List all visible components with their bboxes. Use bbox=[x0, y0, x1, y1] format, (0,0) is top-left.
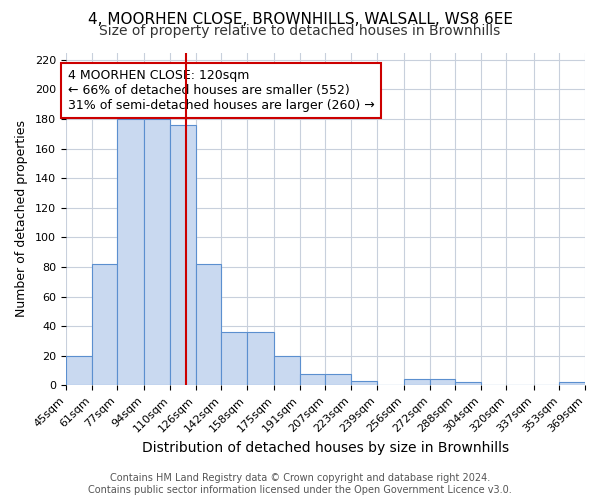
Text: Contains HM Land Registry data © Crown copyright and database right 2024.
Contai: Contains HM Land Registry data © Crown c… bbox=[88, 474, 512, 495]
Bar bbox=[170, 125, 196, 386]
Bar bbox=[455, 382, 481, 386]
Bar bbox=[92, 264, 117, 386]
Y-axis label: Number of detached properties: Number of detached properties bbox=[15, 120, 28, 318]
Text: 4, MOORHEN CLOSE, BROWNHILLS, WALSALL, WS8 6EE: 4, MOORHEN CLOSE, BROWNHILLS, WALSALL, W… bbox=[88, 12, 512, 28]
Bar bbox=[404, 380, 430, 386]
Bar bbox=[66, 356, 92, 386]
Bar bbox=[196, 264, 221, 386]
Bar bbox=[351, 381, 377, 386]
Bar bbox=[145, 119, 170, 386]
Bar bbox=[559, 382, 585, 386]
Bar bbox=[325, 374, 351, 386]
Bar bbox=[430, 380, 455, 386]
Bar bbox=[247, 332, 274, 386]
Bar bbox=[117, 119, 145, 386]
Text: 4 MOORHEN CLOSE: 120sqm
← 66% of detached houses are smaller (552)
31% of semi-d: 4 MOORHEN CLOSE: 120sqm ← 66% of detache… bbox=[68, 69, 374, 112]
Bar bbox=[221, 332, 247, 386]
Bar bbox=[300, 374, 325, 386]
X-axis label: Distribution of detached houses by size in Brownhills: Distribution of detached houses by size … bbox=[142, 441, 509, 455]
Text: Size of property relative to detached houses in Brownhills: Size of property relative to detached ho… bbox=[100, 24, 500, 38]
Bar bbox=[274, 356, 300, 386]
